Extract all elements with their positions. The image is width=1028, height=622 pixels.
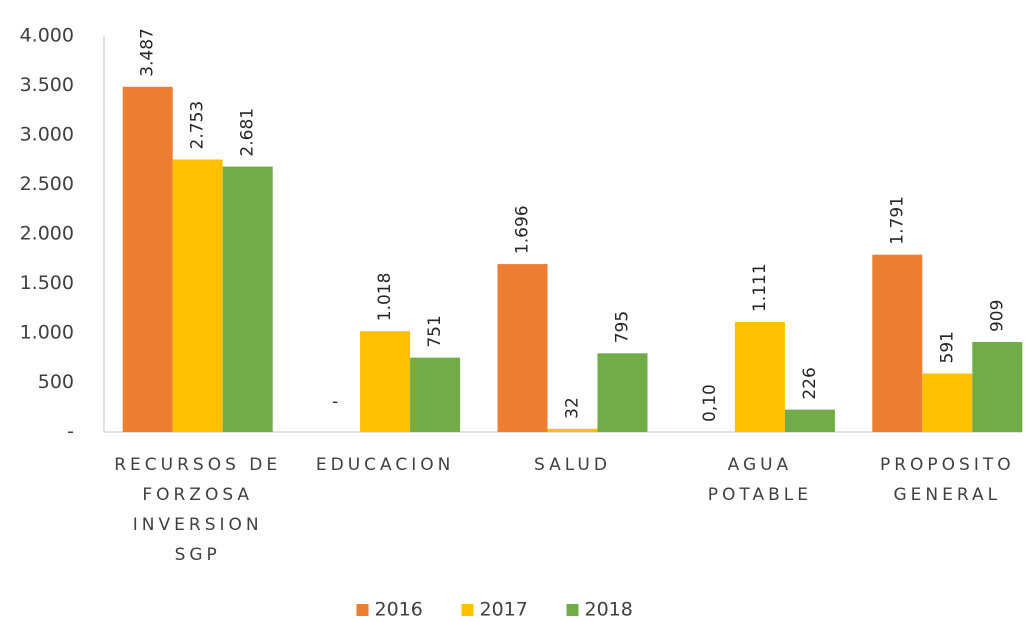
x-tick-label: RECURSOS DE <box>114 455 281 475</box>
bar <box>872 254 923 432</box>
legend-swatch <box>461 604 474 616</box>
value-label: 751 <box>425 315 445 347</box>
legend-label: 2016 <box>375 599 423 621</box>
bar <box>222 166 273 432</box>
value-label: - <box>332 392 338 412</box>
value-label: 32 <box>563 397 583 419</box>
value-label: 226 <box>800 367 820 399</box>
legend-swatch <box>566 604 579 616</box>
bar <box>547 428 598 432</box>
bar <box>497 264 548 432</box>
value-label: 1.111 <box>750 263 770 312</box>
value-label: 1.791 <box>887 196 907 245</box>
bar <box>972 342 1023 432</box>
x-tick-label: PROPOSITO <box>880 455 1015 475</box>
legend-swatch <box>356 604 369 616</box>
x-tick-label: AGUA <box>728 455 793 475</box>
bar <box>410 357 461 432</box>
legend-label: 2017 <box>480 599 528 621</box>
x-tick-label: SALUD <box>534 455 611 475</box>
y-tick-label: 1.000 <box>20 322 74 344</box>
x-tick-label: POTABLE <box>708 485 812 505</box>
y-tick-label: 1.500 <box>20 272 74 294</box>
x-tick-label: EDUCACION <box>316 455 454 475</box>
value-label: 1.696 <box>513 205 533 254</box>
bar <box>597 353 648 432</box>
value-label: 795 <box>613 311 633 343</box>
value-label: 1.018 <box>375 273 395 322</box>
y-tick-label: - <box>67 421 74 443</box>
value-label: 2.753 <box>188 101 208 150</box>
x-tick-label: SGP <box>175 545 221 565</box>
y-tick-label: 500 <box>38 371 74 393</box>
bar <box>360 331 411 432</box>
bar <box>922 373 973 432</box>
y-tick-label: 2.500 <box>20 173 74 195</box>
x-tick-label: GENERAL <box>893 485 1001 505</box>
y-tick-label: 4.000 <box>20 25 74 47</box>
x-tick-label: INVERSION <box>133 515 263 535</box>
value-label: 909 <box>987 300 1007 332</box>
bar <box>122 86 173 433</box>
value-label: 591 <box>937 331 957 363</box>
bar <box>734 322 785 432</box>
value-label: 2.681 <box>238 108 258 157</box>
y-tick-label: 2.000 <box>20 223 74 245</box>
y-tick-label: 3.000 <box>20 124 74 146</box>
legend-label: 2018 <box>585 599 633 621</box>
value-label: 0,10 <box>700 384 720 422</box>
bar <box>172 159 223 432</box>
y-tick-label: 3.500 <box>20 74 74 96</box>
value-label: 3.487 <box>138 28 158 77</box>
x-tick-label: FORZOSA <box>142 485 253 505</box>
bar <box>784 409 835 432</box>
